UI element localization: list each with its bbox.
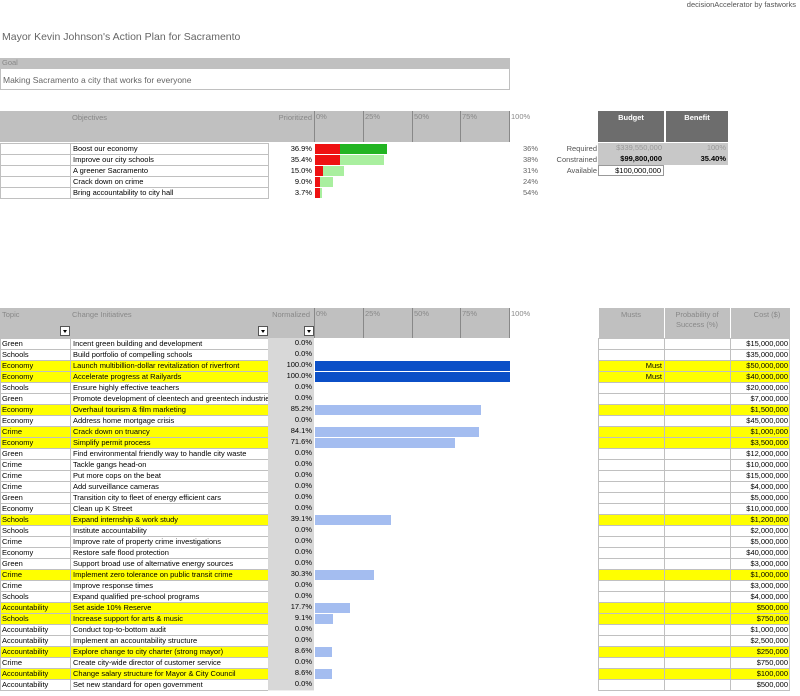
initiative: Set new standard for open government — [70, 679, 269, 691]
column-header: Probability of Success (%) — [675, 310, 719, 329]
scale-line — [412, 111, 413, 142]
probability-cell — [664, 679, 731, 691]
scale-label: 100% — [511, 112, 531, 121]
bar — [315, 647, 332, 657]
row-cell — [0, 187, 71, 199]
benefit-value: 35.40% — [664, 154, 728, 165]
scale-line — [460, 111, 461, 142]
column-divider — [730, 308, 731, 338]
scale-label: 50% — [414, 309, 430, 318]
musts-cell — [598, 679, 665, 691]
budget-header: Budget — [598, 111, 664, 142]
bar — [315, 669, 332, 679]
prioritized: 15.0% — [290, 166, 312, 175]
goal-text: Making Sacramento a city that works for … — [0, 68, 510, 90]
bar — [315, 438, 455, 448]
scale-label: 100% — [511, 309, 531, 318]
bar-red — [315, 166, 323, 176]
budget-label: Constrained — [556, 155, 597, 164]
budget-value: $339,550,000 — [598, 143, 664, 154]
filter-arrow — [63, 330, 67, 333]
scale-label: 0% — [316, 309, 327, 318]
bar — [315, 361, 510, 371]
bar-red — [315, 144, 340, 154]
normalized: 0.0% — [268, 679, 314, 691]
cost: $750,000 — [730, 613, 790, 625]
share: 24% — [522, 177, 538, 186]
bar — [315, 570, 375, 580]
budget-label: Available — [566, 166, 597, 175]
bar-green — [339, 144, 387, 154]
scale-label: 25% — [365, 112, 381, 121]
bar-green — [322, 166, 345, 176]
budget-label: Required — [566, 144, 597, 153]
objectives-header — [0, 111, 510, 142]
bar — [315, 405, 482, 415]
objective-name: Bring accountability to city hall — [70, 187, 269, 199]
share: 36% — [522, 144, 538, 153]
benefit-value: 100% — [664, 143, 728, 154]
scale-line — [509, 111, 510, 142]
filter-arrow — [261, 330, 265, 333]
bar-green — [319, 188, 323, 198]
goal-label: Goal — [0, 58, 510, 68]
cost: $250,000 — [730, 646, 790, 658]
column-header: Change Initiatives — [72, 310, 132, 319]
bar-green — [319, 177, 333, 187]
scale-line — [314, 111, 315, 142]
prioritized: 35.4% — [290, 155, 312, 164]
bar — [315, 427, 479, 437]
share: 31% — [522, 166, 538, 175]
column-divider — [664, 308, 665, 338]
page-title: Mayor Kevin Johnson's Action Plan for Sa… — [2, 31, 241, 43]
column-header: Normalized — [272, 310, 310, 319]
prioritized: 36.9% — [290, 144, 312, 153]
scale-label: 75% — [462, 309, 478, 318]
scale-line — [363, 308, 364, 338]
prioritized: 3.7% — [294, 188, 312, 197]
scale-line — [363, 111, 364, 142]
brand: decisionAccelerator by fastworks — [686, 0, 796, 9]
topic: Accountability — [0, 679, 71, 691]
scale-line — [460, 308, 461, 338]
bar-red — [315, 155, 340, 165]
column-header: Topic — [2, 310, 20, 319]
budget-value: $100,000,000 — [598, 165, 664, 176]
column-header: Prioritized — [278, 113, 312, 122]
filter-button[interactable] — [304, 326, 314, 336]
cost: $500,000 — [730, 679, 790, 691]
scale-line — [509, 308, 510, 338]
share: 54% — [522, 188, 538, 197]
column-header: Cost ($) — [753, 310, 781, 319]
scale-label: 25% — [365, 309, 381, 318]
scale-label: 0% — [316, 112, 327, 121]
scale-line — [412, 308, 413, 338]
scale-label: 50% — [414, 112, 430, 121]
share: 38% — [522, 155, 538, 164]
bar-red — [315, 177, 320, 187]
initiatives-header — [0, 308, 510, 338]
column-header: Musts — [620, 310, 641, 319]
filter-arrow — [307, 330, 311, 333]
bar-green — [339, 155, 385, 165]
scale-line — [314, 308, 315, 338]
scale-label: 75% — [462, 112, 478, 121]
filter-button[interactable] — [258, 326, 268, 336]
column-divider — [598, 308, 599, 338]
budget-value: $99,800,000 — [598, 154, 664, 165]
bar — [315, 372, 510, 382]
prioritized: 9.0% — [294, 177, 312, 186]
bar-red — [315, 188, 320, 198]
bar — [315, 603, 350, 613]
benefit-header: Benefit — [666, 111, 728, 142]
bar — [315, 614, 333, 624]
initiatives-header-right — [598, 308, 790, 338]
bar — [315, 515, 392, 525]
filter-button[interactable] — [60, 326, 70, 336]
column-header: Objectives — [72, 113, 108, 122]
